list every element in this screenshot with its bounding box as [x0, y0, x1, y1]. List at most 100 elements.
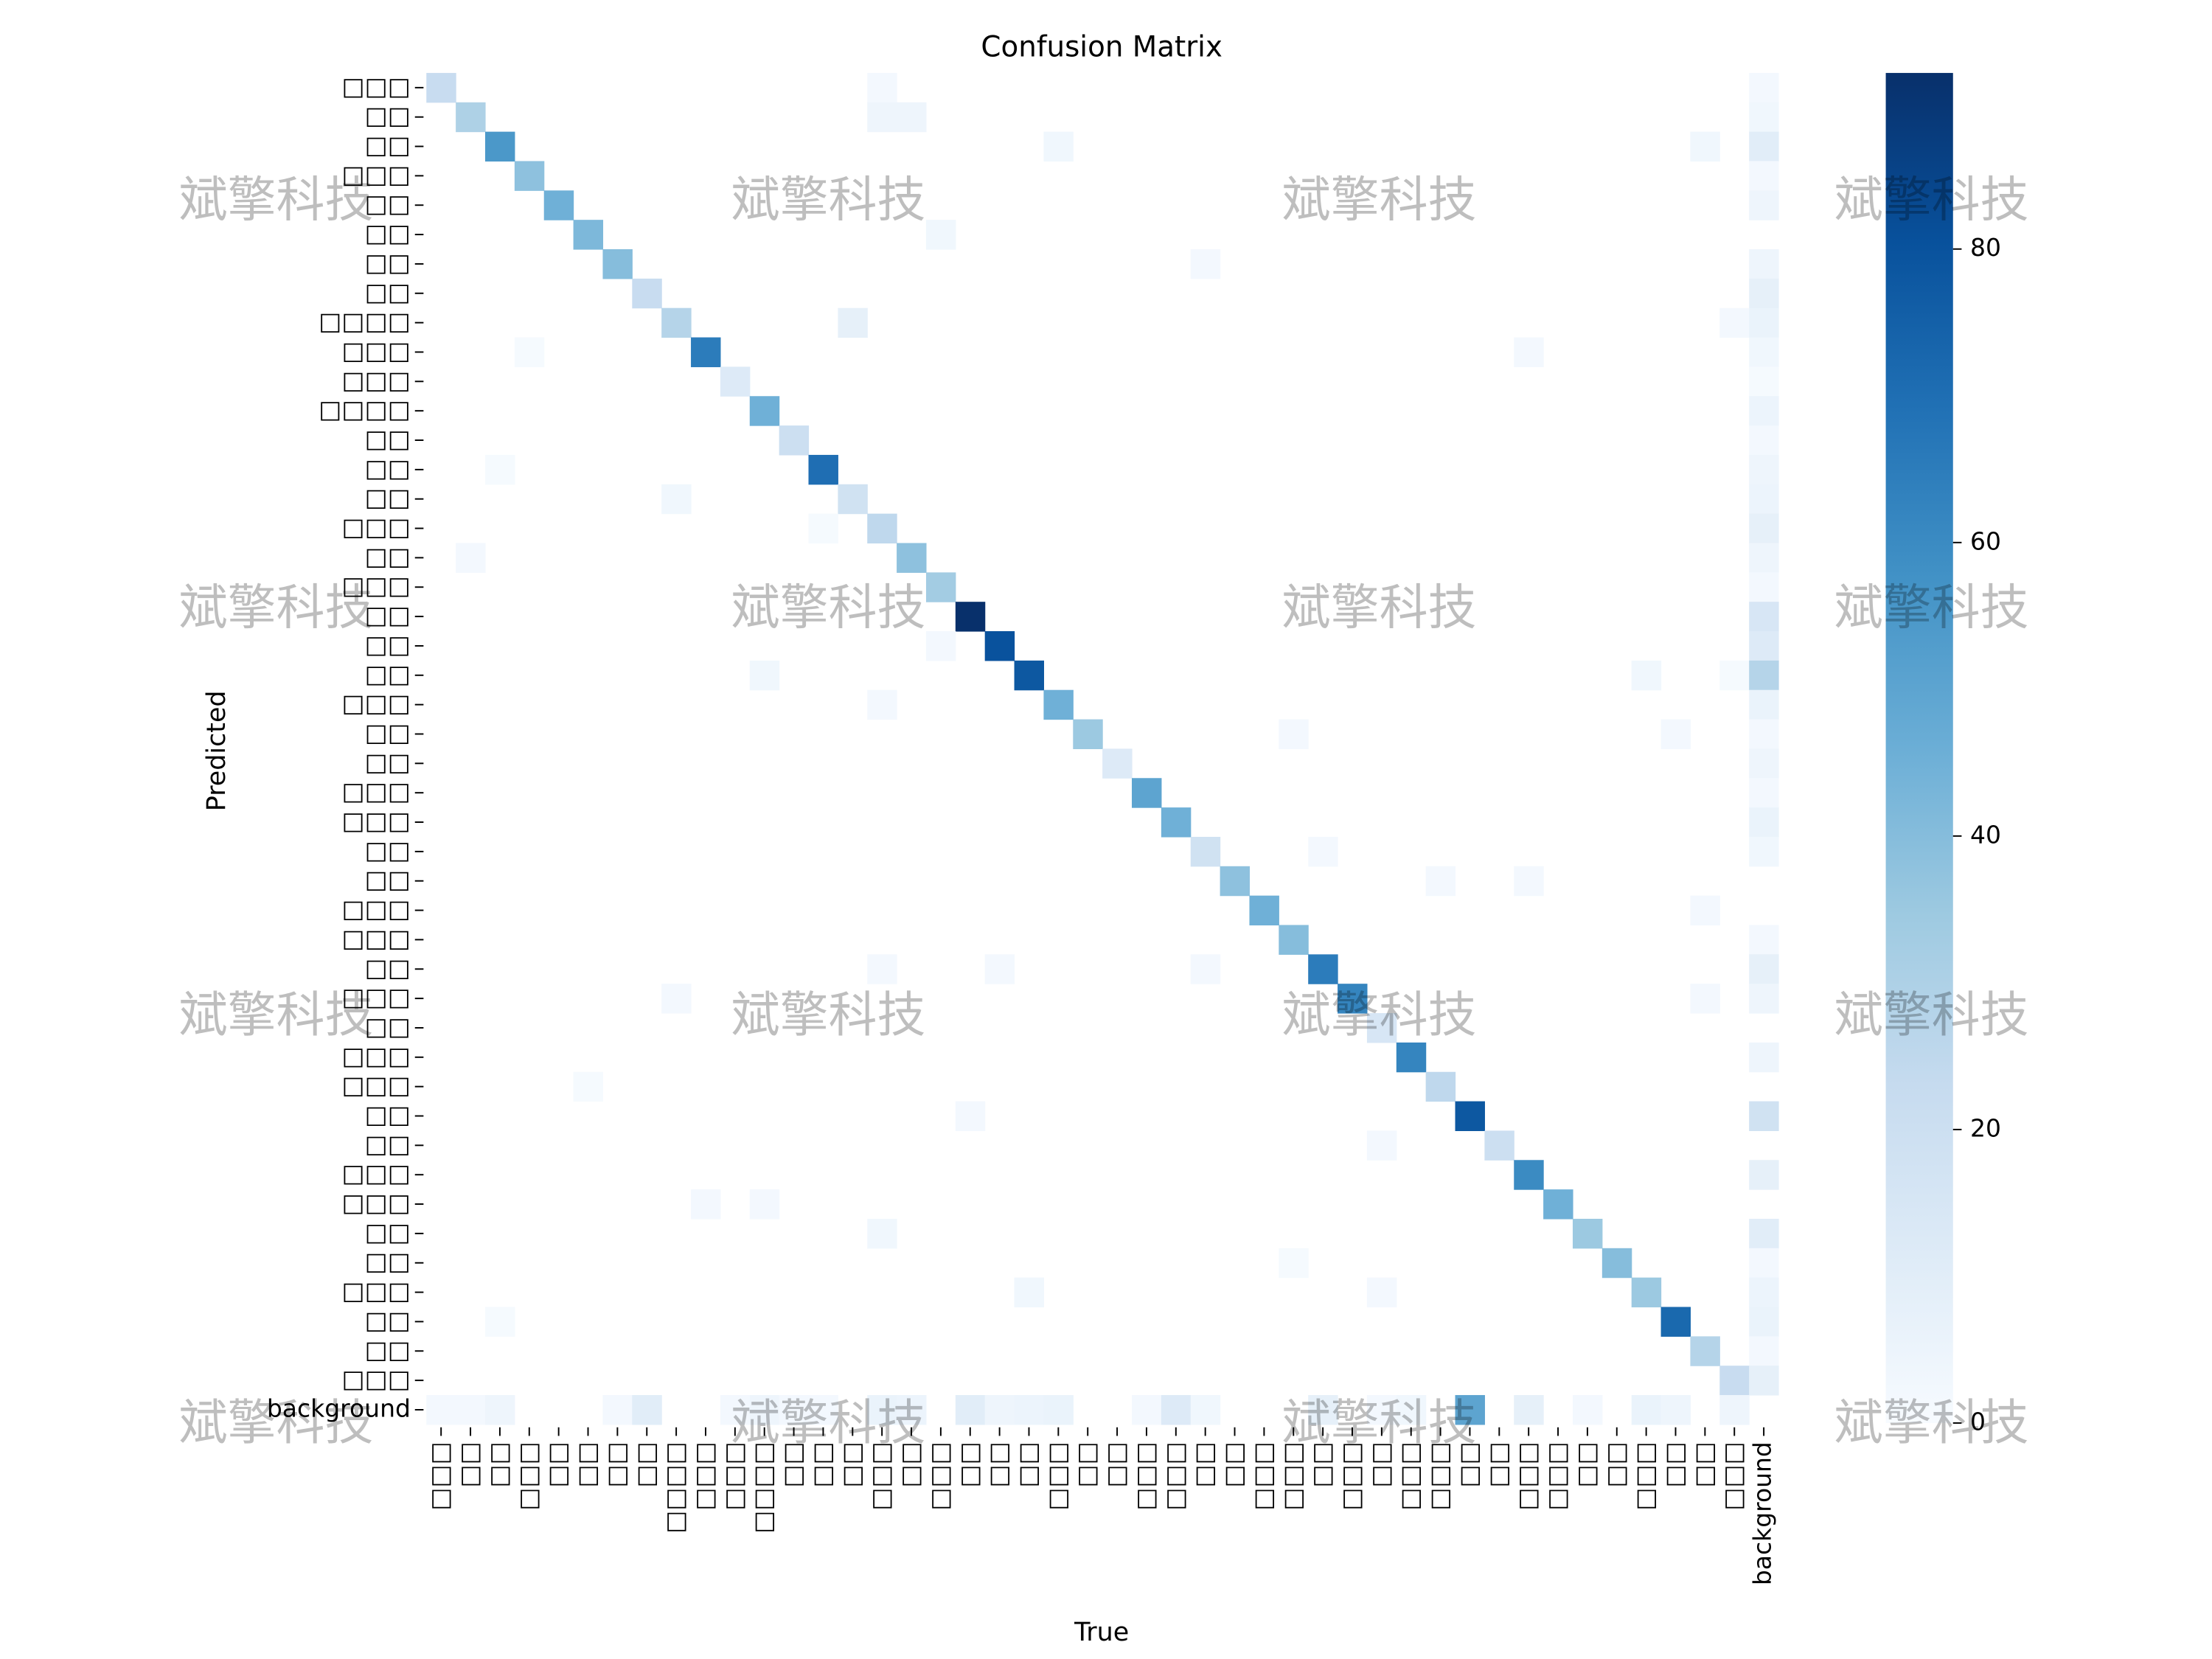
cell [1308, 1043, 1338, 1072]
cell [897, 1336, 926, 1366]
cell [1690, 984, 1720, 1014]
cell [1073, 73, 1102, 102]
cell [1426, 249, 1455, 279]
cell [1514, 896, 1543, 925]
cell [1279, 102, 1308, 132]
cell [1043, 396, 1073, 425]
cell [456, 249, 485, 279]
cell [602, 308, 632, 338]
cell [1191, 73, 1220, 102]
cell [750, 896, 779, 925]
cell [1397, 1102, 1426, 1131]
cell [602, 1219, 632, 1248]
cell [1661, 1278, 1691, 1307]
cell [1191, 543, 1220, 572]
cell [720, 484, 750, 514]
cell [691, 1189, 721, 1220]
cell [1073, 719, 1103, 749]
cell [1015, 249, 1044, 279]
cell [926, 338, 956, 367]
cell [602, 1013, 632, 1043]
cell [1191, 514, 1220, 543]
cell [602, 661, 632, 690]
cell [1220, 1336, 1250, 1366]
cell [985, 1336, 1015, 1366]
cell [1102, 1307, 1132, 1337]
cell [515, 896, 544, 925]
cell [809, 1072, 838, 1102]
cell [1573, 279, 1602, 308]
cell [779, 1072, 809, 1102]
cell [544, 720, 574, 749]
cell [1043, 837, 1073, 866]
cell [1279, 543, 1308, 572]
cell [1249, 1366, 1279, 1395]
cell [691, 73, 720, 102]
cell [544, 925, 574, 954]
cell [691, 1395, 720, 1425]
cell [838, 455, 867, 484]
cell [1249, 514, 1279, 543]
cell [574, 1248, 603, 1278]
cell [1073, 602, 1102, 631]
y-axis-label: Predicted [202, 690, 232, 811]
cell [515, 866, 544, 896]
cell [426, 837, 456, 866]
cell [1249, 1219, 1279, 1248]
cell [1602, 1013, 1632, 1043]
cell [1073, 1072, 1102, 1102]
y-tick-label: □□ [365, 277, 411, 306]
cell [1161, 1189, 1191, 1219]
cell [1249, 1043, 1279, 1072]
cell [1661, 425, 1691, 455]
cell [485, 984, 515, 1013]
cell [574, 837, 603, 866]
cell [897, 896, 926, 925]
cell [1220, 366, 1250, 396]
cell [544, 1336, 574, 1366]
cell [1484, 396, 1514, 425]
cell [1426, 1219, 1455, 1248]
cell [456, 102, 486, 133]
cell [1132, 249, 1161, 279]
cell [456, 661, 485, 690]
cell [1719, 631, 1749, 661]
cell [1543, 161, 1573, 190]
cell [956, 484, 985, 514]
cell [926, 161, 956, 190]
cell [1749, 1336, 1779, 1366]
cell [1602, 132, 1632, 161]
cell [897, 514, 926, 543]
cell [1367, 896, 1397, 925]
y-tick-label: □□ [365, 219, 411, 248]
cell [867, 1102, 897, 1131]
cell [1132, 279, 1161, 308]
cell [544, 807, 574, 837]
cell [1161, 1366, 1191, 1395]
cell [485, 161, 515, 190]
cell [456, 631, 485, 661]
cell [809, 1278, 838, 1307]
cell [602, 1248, 632, 1278]
cell [1308, 925, 1338, 954]
cell [485, 1043, 515, 1072]
cell [956, 220, 985, 249]
cell [779, 1102, 809, 1131]
cell [750, 1072, 779, 1102]
cell [426, 1366, 456, 1395]
cell [1690, 102, 1719, 132]
cell [1719, 102, 1749, 132]
cell [1338, 1366, 1367, 1395]
cell [485, 954, 515, 984]
cell [1367, 73, 1397, 102]
cell [867, 1218, 897, 1249]
cell [515, 249, 544, 279]
cell [1014, 1395, 1045, 1425]
cell [691, 1043, 720, 1072]
cell [485, 220, 515, 249]
cell [1632, 249, 1661, 279]
cell [1632, 984, 1661, 1013]
cell [691, 807, 720, 837]
cell [1073, 1336, 1102, 1366]
cell [1132, 1160, 1161, 1189]
